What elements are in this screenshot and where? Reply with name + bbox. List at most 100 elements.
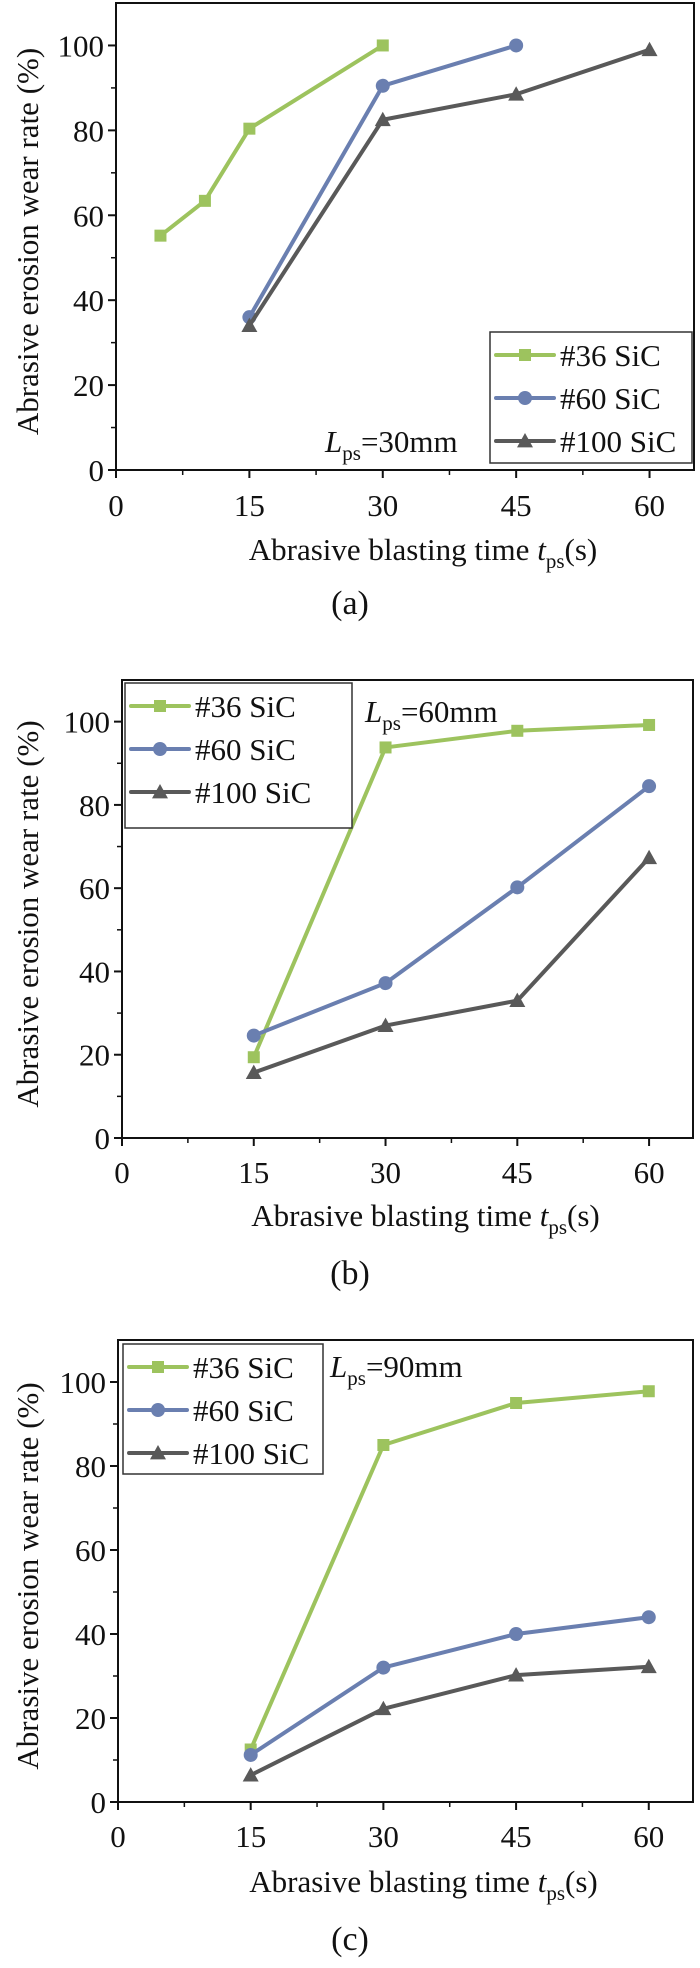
annotation-value: =30mm: [361, 424, 458, 459]
series-sic60: [246, 779, 657, 1043]
data-point-sic60-circle-marker: [243, 1747, 258, 1762]
annotation-lps: Lps=30mm: [324, 424, 458, 465]
legend: #36 SiC #60 SiC #100 SiC: [124, 682, 353, 829]
series-line-sic100: [253, 856, 651, 1075]
series-sic100: [242, 1658, 657, 1782]
legend-label-sic100: #100 SiC: [195, 775, 311, 810]
x-axis-title-sub: ps: [546, 549, 565, 573]
panel-label: (c): [331, 1921, 369, 1958]
data-point-sic100-triangle-marker: [509, 992, 526, 1007]
data-point-sic100-triangle-marker: [641, 41, 658, 57]
data-point-sic36-square-marker: [198, 194, 211, 207]
x-axis-title-var: t: [540, 1198, 550, 1233]
data-point-sic100-triangle-marker: [375, 1700, 392, 1716]
data-point-sic60-circle-marker: [641, 1610, 656, 1625]
series-line-sic36: [248, 1389, 649, 1751]
annotation-value: =60mm: [401, 694, 498, 729]
data-point-sic60-circle-marker: [509, 38, 524, 53]
x-axis-title-text: Abrasive blasting time: [251, 1198, 539, 1233]
annotation-var: L: [329, 1349, 347, 1384]
series-sic36: [154, 39, 389, 242]
x-axis-title: Abrasive blasting time tps(s): [249, 1864, 597, 1905]
legend-marker-sic36-square-marker: [154, 700, 166, 712]
annotation-sub: ps: [382, 711, 401, 735]
x-axis-title-unit: (s): [565, 532, 598, 567]
data-point-sic60-circle-marker: [642, 779, 657, 794]
data-point-sic36-square-marker: [511, 724, 524, 737]
legend-label-sic36: #36 SiC: [560, 338, 661, 373]
legend-marker-sic36-square-marker: [152, 1361, 164, 1373]
y-axis-title: Abrasive erosion wear rate (%): [10, 720, 45, 1107]
x-tick-label: 45: [502, 1155, 533, 1190]
series-line-sic36: [159, 43, 384, 238]
x-axis-title-var: t: [537, 532, 547, 567]
annotation-lps: Lps=90mm: [329, 1349, 463, 1390]
y-tick-label: 20: [73, 368, 104, 403]
legend-marker-sic60-circle-marker: [518, 391, 532, 405]
x-axis-title-unit: (s): [565, 1864, 598, 1899]
chart-panel-b: 0 15 30 45 60 0 20 40 60 80 100 Abrasive blasting t…: [10, 679, 694, 1292]
data-point-sic36-square-marker: [379, 741, 392, 754]
panel-label: (b): [330, 1255, 370, 1292]
data-point-sic36-square-marker: [243, 122, 256, 135]
x-axis-title-sub: ps: [548, 1215, 567, 1239]
legend-marker-sic60-circle-marker: [151, 1403, 165, 1417]
y-tick-label: 60: [79, 871, 110, 906]
legend-label-sic60: #60 SiC: [193, 1393, 294, 1428]
x-axis-title: Abrasive blasting time tps(s): [251, 1198, 599, 1239]
data-point-sic100-triangle-marker: [242, 1767, 259, 1782]
plot-frame: [115, 2, 695, 471]
x-tick-label: 45: [501, 488, 532, 523]
legend: #36 SiC #60 SiC #100 SiC: [489, 331, 693, 464]
series-sic36: [247, 718, 656, 1064]
x-tick-label: 15: [234, 488, 265, 523]
data-point-sic100-triangle-marker: [641, 849, 658, 865]
annotation-sub: ps: [342, 441, 361, 465]
series-line-sic100: [249, 1664, 649, 1777]
y-tick-label: 60: [75, 1533, 106, 1568]
x-axis-title-text: Abrasive blasting time: [249, 532, 537, 567]
data-point-sic36-square-marker: [377, 1439, 390, 1451]
x-tick-label: 0: [114, 1155, 130, 1190]
chart-panel-a: 0 15 30 45 60 0 20 40 60 80 100 Abrasive blasting t…: [10, 2, 695, 622]
x-tick-label: 30: [368, 1819, 399, 1854]
legend-marker-sic100-triangle-marker: [152, 784, 168, 799]
series-line-sic60: [249, 1615, 650, 1757]
y-axis-title: Abrasive erosion wear rate (%): [10, 48, 45, 435]
data-point-sic100-triangle-marker: [241, 317, 258, 333]
data-point-sic100-triangle-marker: [245, 1064, 262, 1080]
legend-label-sic100: #100 SiC: [560, 424, 676, 459]
y-tick-label: 40: [79, 954, 110, 989]
x-axis-title-text: Abrasive blasting time: [249, 1864, 537, 1899]
x-axis-title-unit: (s): [567, 1198, 600, 1233]
series-sic100: [241, 41, 658, 333]
legend-label-sic36: #36 SiC: [193, 1350, 294, 1385]
x-tick-label: 45: [501, 1819, 532, 1854]
series-line-sic100: [247, 47, 651, 327]
annotation-sub: ps: [347, 1366, 366, 1390]
series-line-sic60: [253, 784, 651, 1038]
legend-label-sic60: #60 SiC: [560, 381, 661, 416]
y-tick-label: 40: [73, 283, 104, 318]
data-point-sic36-square-marker: [247, 1051, 260, 1064]
y-tick-label: 80: [79, 788, 110, 823]
x-axis-title-var: t: [538, 1864, 548, 1899]
series-line-sic36: [251, 722, 650, 1059]
annotation-lps: Lps=60mm: [364, 694, 498, 735]
y-tick-label: 40: [75, 1617, 106, 1652]
legend-label-sic60: #60 SiC: [195, 732, 296, 767]
data-point-sic36-square-marker: [376, 39, 389, 52]
x-axis-title: Abrasive blasting time tps(s): [249, 532, 597, 573]
y-axis-title: Abrasive erosion wear rate (%): [10, 1382, 45, 1769]
data-point-sic60-circle-marker: [378, 976, 393, 991]
legend-marker-sic36-square-marker: [519, 349, 531, 361]
data-point-sic36-square-marker: [154, 229, 167, 242]
chart-panel-c: 0 15 30 45 60 0 20 40 60 80 100 Abrasive blasting t…: [10, 1339, 694, 1958]
data-point-sic60-circle-marker: [246, 1028, 261, 1043]
y-tick-label: 60: [73, 198, 104, 233]
x-tick-label: 30: [370, 1155, 401, 1190]
y-tick-label: 80: [73, 113, 104, 148]
y-tick-label: 20: [75, 1701, 106, 1736]
data-point-sic60-circle-marker: [509, 1627, 524, 1641]
